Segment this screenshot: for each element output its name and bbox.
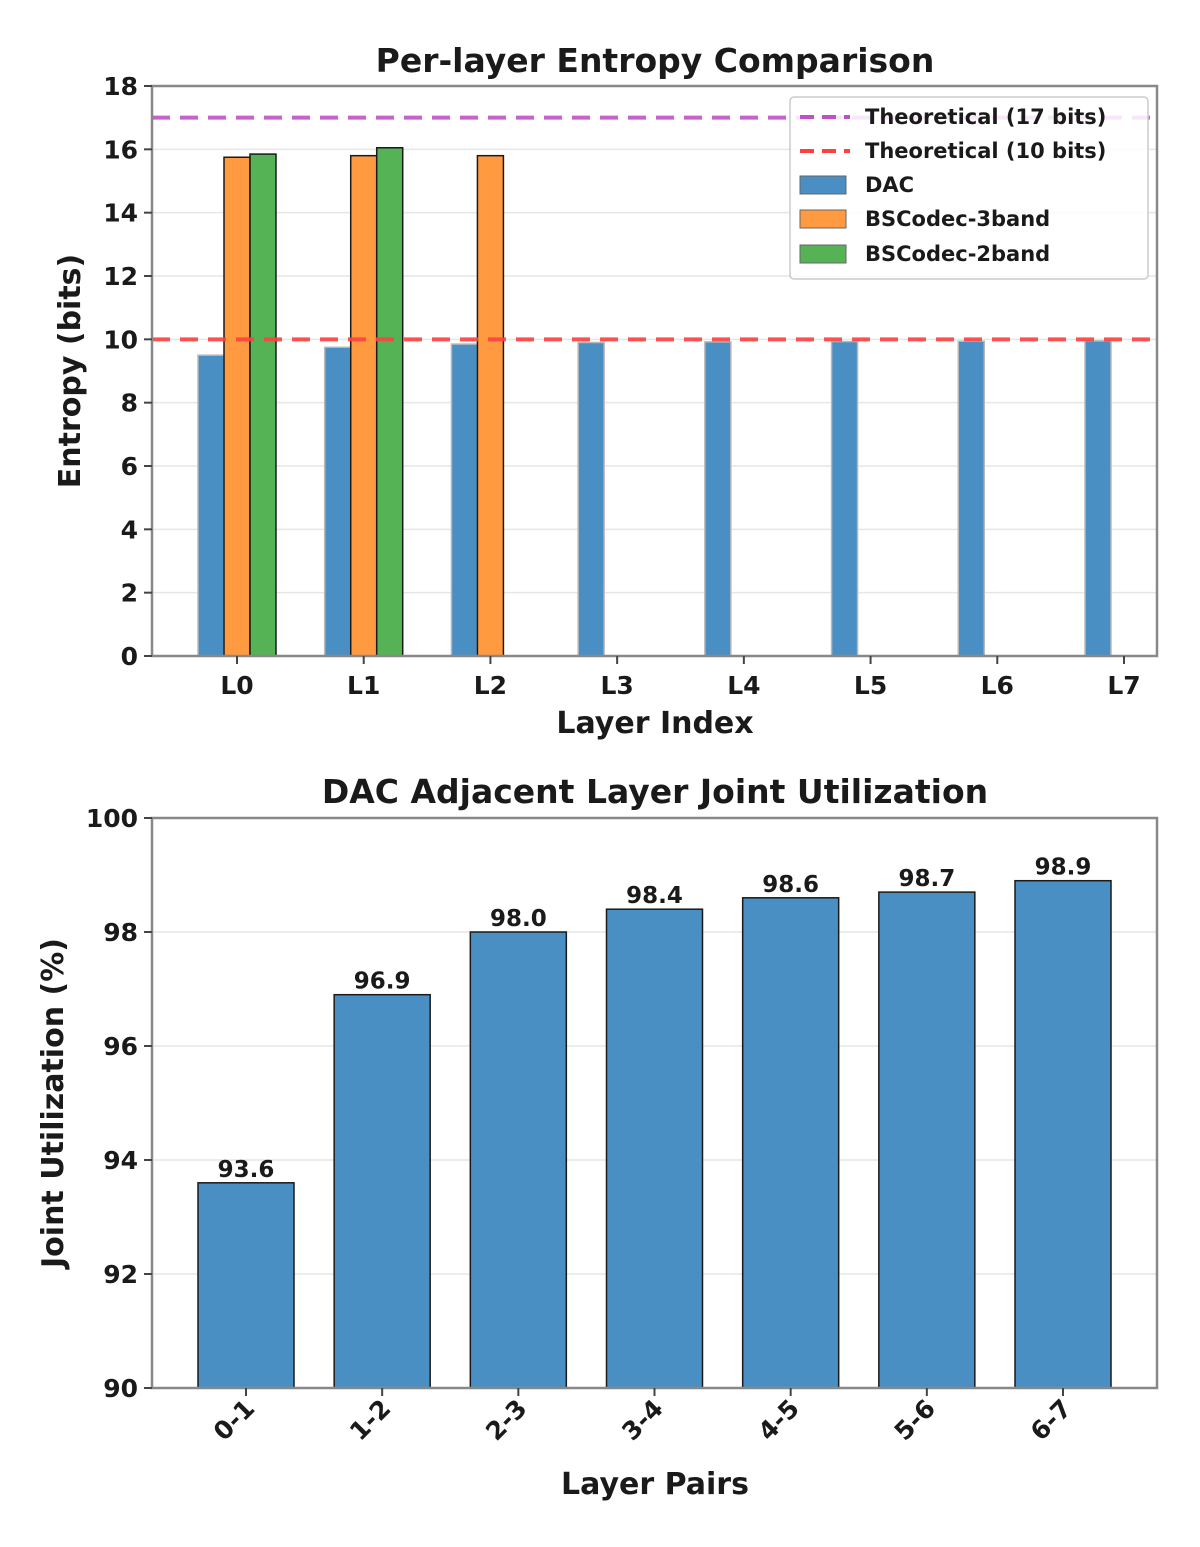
- chart1-plot-frame: [150, 84, 1159, 658]
- bar-pair-0-1: [197, 1182, 295, 1389]
- chart2-y-axis-label: Joint Utilization (%): [36, 938, 71, 1270]
- bar-pair-1-2: [333, 993, 431, 1389]
- data-label-3-4: 98.4: [626, 883, 683, 909]
- data-label-6-7: 98.9: [1035, 855, 1092, 881]
- chart1-title: Per-layer Entropy Comparison: [376, 41, 935, 80]
- bar-dac-l2: [450, 343, 479, 657]
- bar-bscodec-3band-l2: [476, 154, 505, 657]
- chart1-legend: Theoretical (17 bits) Theoretical (10 bi…: [789, 96, 1149, 280]
- legend-label-bscodec-2band: BSCodec-2band: [865, 242, 1050, 266]
- legend-box: [789, 96, 1149, 280]
- chart2-y-ticks: 90 92 94 96 98 100: [86, 804, 152, 1403]
- bar-dac-l0: [197, 354, 225, 657]
- chart1-x-tick-label: L4: [727, 671, 760, 700]
- chart1-x-ticks: L0 L1 L2 L3 L4 L5 L6 L7: [220, 656, 1141, 700]
- chart1-x-tick-label: L5: [854, 671, 887, 700]
- chart1-y-tick-label: 8: [121, 389, 138, 418]
- bar-pair-4-5: [741, 897, 840, 1389]
- chart2-x-tick-label: 3-4: [616, 1394, 668, 1446]
- chart1-y-ticks: 0 2 4 6 8 10 12 14 16 18: [103, 72, 152, 671]
- data-label-5-6: 98.7: [898, 866, 955, 892]
- chart1-y-tick-label: 4: [121, 515, 138, 544]
- chart1-x-tick-label: L6: [981, 671, 1014, 700]
- bar-dac-l4: [704, 341, 732, 657]
- bar-dac-l6: [957, 340, 986, 657]
- chart2-x-ticks: 0-1 1-2 2-3 3-4 4-5 5-6 6-7: [208, 1388, 1077, 1446]
- data-label-2-3: 98.0: [490, 906, 547, 932]
- legend-label-theoretical-17: Theoretical (17 bits): [865, 105, 1106, 129]
- legend-swatch-bscodec-3band: [799, 209, 847, 229]
- chart2-y-tick-label: 90: [103, 1374, 138, 1403]
- chart1-x-axis-label: Layer Index: [556, 706, 753, 741]
- chart2-x-tick-label: 1-2: [344, 1394, 396, 1446]
- data-label-0-1: 93.6: [218, 1157, 275, 1183]
- chart2-y-tick-label: 92: [103, 1260, 138, 1289]
- chart1-x-tick-label: L3: [600, 671, 633, 700]
- legend-swatch-bscodec-2band: [799, 244, 847, 264]
- chart1-y-axis-label: Entropy (bits): [53, 254, 88, 488]
- chart1-y-tick-label: 2: [121, 579, 138, 608]
- chart1-y-tick-label: 10: [103, 325, 138, 354]
- chart2-y-tick-label: 98: [103, 918, 138, 947]
- bar-dac-l7: [1084, 340, 1112, 657]
- chart1-x-tick-label: L2: [474, 671, 507, 700]
- chart2-x-tick-label: 2-3: [480, 1394, 532, 1446]
- legend-swatch-dac: [799, 175, 847, 195]
- data-label-4-5: 98.6: [762, 872, 819, 898]
- bar-bscodec-2band-l1: [375, 147, 404, 657]
- bar-dac-l5: [830, 340, 859, 657]
- bar-dac-l1: [323, 346, 352, 657]
- chart2-x-tick-label: 5-6: [889, 1394, 941, 1446]
- chart1-y-tick-label: 16: [103, 135, 138, 164]
- bar-pair-3-4: [605, 908, 704, 1389]
- chart2-x-tick-label: 6-7: [1025, 1394, 1077, 1446]
- chart2-title: DAC Adjacent Layer Joint Utilization: [322, 772, 988, 811]
- chart2-x-tick-label: 0-1: [208, 1394, 260, 1446]
- bar-pair-6-7: [1014, 879, 1112, 1389]
- bar-bscodec-3band-l1: [349, 154, 378, 657]
- chart1-x-tick-label: L7: [1107, 671, 1140, 700]
- bar-bscodec-3band-l0: [223, 156, 251, 657]
- joint-utilization-chart: DAC Adjacent Layer Joint Utilization 93.…: [36, 772, 1159, 1502]
- chart1-y-tick-label: 6: [121, 452, 138, 481]
- entropy-chart: Per-layer Entropy Comparison 0 2 4 6 8 10 12 14…: [53, 41, 1159, 741]
- bar-pair-2-3: [469, 931, 568, 1389]
- chart1-y-tick-label: 12: [103, 262, 138, 291]
- chart2-x-axis-label: Layer Pairs: [561, 1467, 749, 1502]
- data-label-1-2: 96.9: [354, 969, 411, 995]
- legend-label-bscodec-3band: BSCodec-3band: [865, 207, 1050, 231]
- chart2-y-tick-label: 96: [103, 1032, 138, 1061]
- chart1-y-tick-label: 18: [103, 72, 138, 101]
- bar-dac-l3: [577, 341, 605, 657]
- chart1-y-tick-label: 14: [103, 199, 138, 228]
- chart1-y-tick-label: 0: [121, 642, 138, 671]
- legend-label-theoretical-10: Theoretical (10 bits): [865, 139, 1106, 163]
- chart1-x-tick-label: L0: [220, 671, 253, 700]
- chart2-y-tick-label: 94: [103, 1146, 138, 1175]
- legend-label-dac: DAC: [865, 173, 914, 197]
- chart2-data-labels: 93.6 96.9 98.0 98.4 98.6 98.7 98.9: [218, 855, 1092, 1183]
- chart2-x-tick-label: 4-5: [752, 1394, 804, 1446]
- chart2-bars: [197, 879, 1112, 1389]
- bar-bscodec-2band-l0: [249, 153, 277, 657]
- chart1-x-tick-label: L1: [347, 671, 380, 700]
- bar-pair-5-6: [878, 891, 976, 1389]
- chart2-y-tick-label: 100: [86, 804, 138, 833]
